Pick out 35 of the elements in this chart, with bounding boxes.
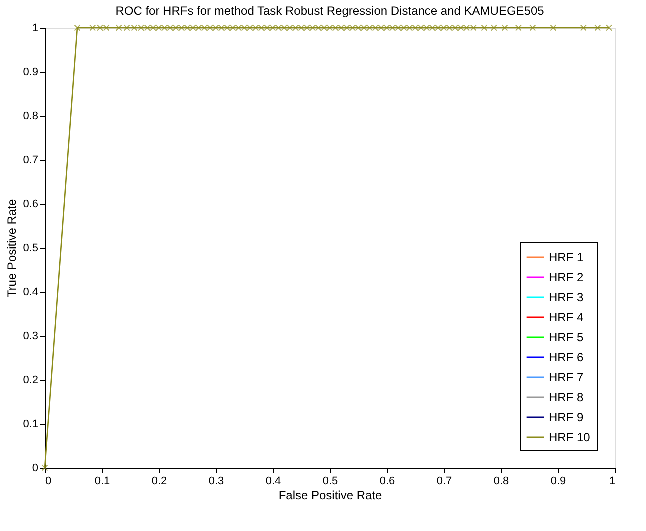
y-axis-title: True Positive Rate — [5, 199, 20, 298]
x-tick-label: 0.2 — [152, 476, 168, 488]
y-tick-label: 1 — [32, 22, 38, 34]
legend-label: HRF 9 — [549, 410, 584, 424]
y-tick-label: 0.5 — [23, 242, 38, 254]
x-tick-label: 0.5 — [322, 476, 338, 488]
y-tick-label: 0.7 — [23, 154, 38, 166]
chart-title: ROC for HRFs for method Task Robust Regression Distance and KAMUEGE505 — [116, 4, 545, 18]
x-tick-label: 0.6 — [380, 476, 396, 488]
legend-label: HRF 1 — [549, 250, 584, 264]
legend-label: HRF 10 — [549, 430, 591, 444]
x-tick-label: 0 — [46, 476, 52, 488]
legend-label: HRF 3 — [549, 290, 584, 304]
x-tick-label: 0.1 — [94, 476, 110, 488]
x-tick-label: 0.3 — [208, 476, 224, 488]
y-tick-label: 0.6 — [23, 198, 38, 210]
y-tick-label: 0.8 — [23, 110, 38, 122]
legend-label: HRF 7 — [549, 370, 584, 384]
x-axis-title: False Positive Rate — [278, 488, 383, 502]
x-tick-label: 1 — [609, 476, 616, 488]
x-tick-label: 0.7 — [436, 476, 452, 488]
x-tick-label: 0.4 — [266, 476, 282, 488]
y-tick-label: 0.2 — [23, 374, 38, 386]
y-tick-label: 0.3 — [23, 330, 38, 342]
y-tick-label: 0.4 — [23, 286, 38, 298]
x-tick-label: 0.8 — [494, 476, 510, 488]
y-tick-label: 0.1 — [23, 418, 38, 430]
legend-label: HRF 6 — [549, 350, 584, 364]
x-tick-label: 0.9 — [550, 476, 566, 488]
y-tick-label: 0 — [32, 462, 38, 474]
legend-label: HRF 4 — [549, 310, 584, 324]
legend-label: HRF 8 — [549, 390, 584, 404]
y-tick-label: 0.9 — [23, 66, 38, 78]
legend-label: HRF 5 — [549, 330, 584, 344]
legend-label: HRF 2 — [549, 270, 584, 284]
